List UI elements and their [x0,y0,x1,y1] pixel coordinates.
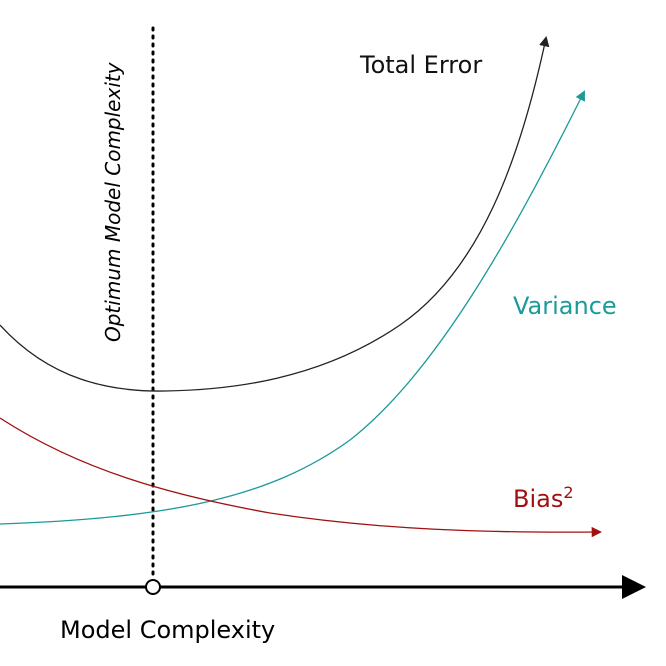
optimum-label: Optimum Model Complexity [101,61,125,342]
total-error-curve [0,35,550,392]
variance-curve [0,90,585,525]
optimum-point-marker [145,579,161,595]
bias-label-superscript: 2 [563,483,573,502]
variance-label: Variance [513,292,617,320]
total-error-label: Total Error [359,51,482,79]
bias-curve [0,417,603,538]
bias-label-text: Bias [513,485,563,513]
bias-label: Bias2 [513,483,574,513]
x-axis-label: Model Complexity [60,616,275,644]
x-axis-arrowhead [622,575,646,599]
